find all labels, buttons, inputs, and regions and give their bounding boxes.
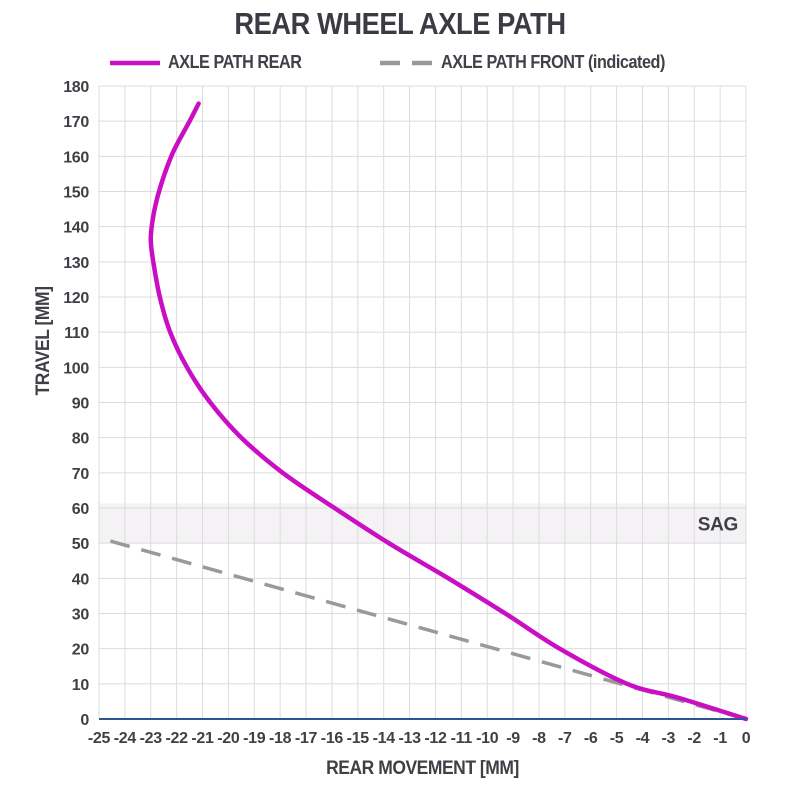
y-tick-label: 50 [72,536,90,553]
y-tick-label: 170 [63,114,89,131]
x-tick-label: -12 [424,730,447,747]
x-tick-label: -15 [347,730,370,747]
x-tick-label: -5 [610,730,624,747]
legend-label-front: AXLE PATH FRONT (indicated) [440,52,665,72]
x-tick-label: -6 [584,730,598,747]
y-tick-label: 150 [63,185,89,202]
y-tick-label: 140 [63,220,89,237]
x-tick-label: -22 [166,730,189,747]
x-tick-label: -24 [114,730,137,747]
y-tick-label: 70 [72,466,90,483]
y-tick-label: 180 [63,79,89,96]
x-axis-label: REAR MOVEMENT [MM] [326,758,519,779]
rear-line-swatch-icon [110,60,161,65]
x-tick-label: -7 [558,730,572,747]
x-tick-label: -10 [476,730,499,747]
legend-label-rear: AXLE PATH REAR [168,52,302,72]
x-tick-label: -25 [88,730,111,747]
x-tick-label: -23 [140,730,163,747]
y-axis-label: TRAVEL [MM] [33,286,54,396]
x-tick-label: -8 [532,730,546,747]
x-tick-label: 0 [742,730,751,747]
y-tick-label: 130 [63,255,89,272]
x-tick-label: -14 [373,730,396,747]
y-tick-label: 80 [72,431,90,448]
y-tick-label: 10 [72,677,90,694]
y-tick-label: 0 [80,712,89,729]
x-tick-label: -17 [295,730,318,747]
front-line-swatch-icon [379,60,432,65]
x-tick-label: -1 [713,730,727,747]
y-tick-label: 120 [63,290,89,307]
x-tick-label: -4 [636,730,650,747]
x-tick-label: -21 [191,730,214,747]
x-tick-label: -20 [217,730,240,747]
chart-title: REAR WHEEL AXLE PATH [234,6,566,41]
x-tick-label: -11 [451,730,473,747]
x-tick-label: -3 [662,730,676,747]
sag-band [99,503,746,544]
x-tick-label: -16 [321,730,344,747]
y-tick-label: 100 [63,360,89,377]
legend-item-front: AXLE PATH FRONT (indicated) [379,52,690,73]
x-tick-label: -13 [398,730,421,747]
y-tick-label: 110 [64,325,89,342]
y-tick-label: 60 [72,501,90,518]
y-tick-label: 160 [63,149,89,166]
x-tick-label: -18 [269,730,292,747]
y-tick-label: 40 [72,571,90,588]
x-tick-label: -9 [506,730,520,747]
y-tick-label: 20 [72,642,90,659]
x-tick-label: -2 [687,730,701,747]
sag-label: SAG [698,514,738,535]
chart-legend: AXLE PATH REAR AXLE PATH FRONT (indicate… [0,52,800,73]
rear-axle-path-line [148,101,749,722]
x-tick-label: -19 [243,730,266,747]
y-tick-label: 30 [72,607,90,624]
y-tick-label: 90 [72,396,90,413]
legend-item-rear: AXLE PATH REAR [110,52,316,73]
